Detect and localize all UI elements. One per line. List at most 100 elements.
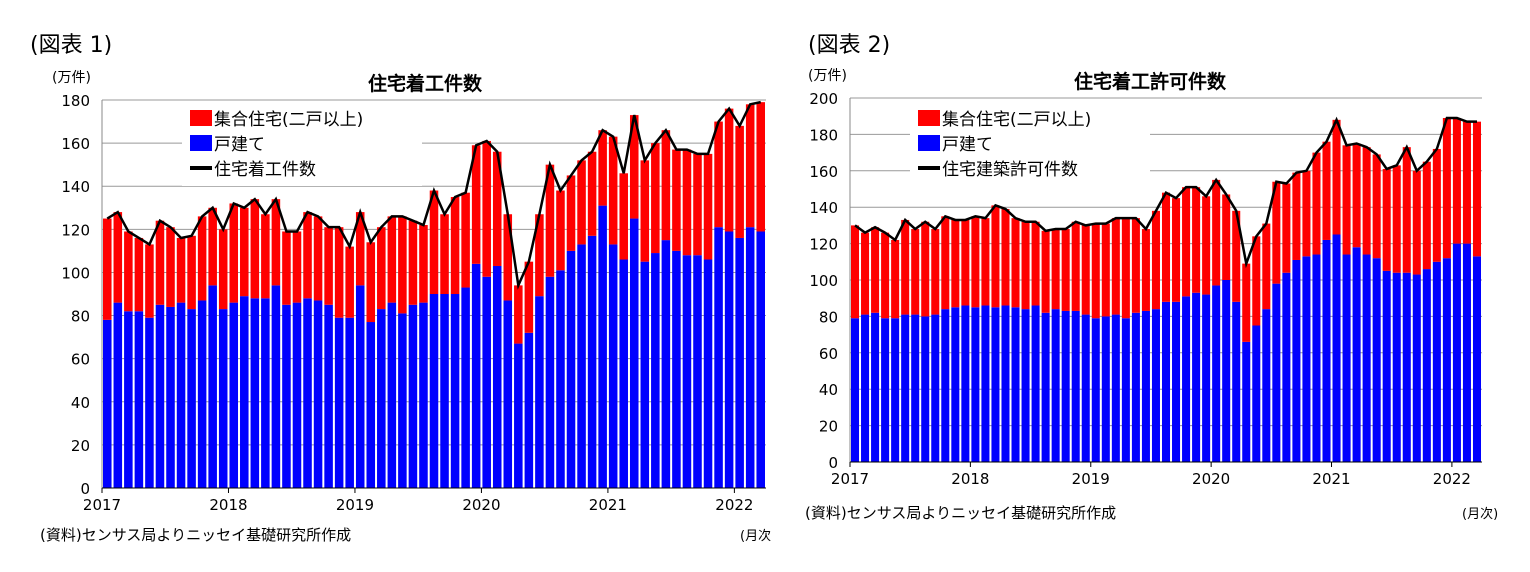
bar-single-family	[745, 227, 755, 488]
bar-single-family	[566, 250, 576, 488]
y-tick-label: 0	[828, 454, 838, 472]
bar-single-family	[303, 298, 312, 488]
bar-single-family	[1222, 280, 1231, 462]
y-tick-label: 180	[61, 92, 90, 110]
bar-multi-family	[492, 151, 502, 266]
bar-multi-family	[261, 214, 270, 299]
bar-multi-family	[303, 212, 312, 299]
bar-multi-family	[629, 115, 639, 219]
bar-multi-family	[1342, 145, 1351, 255]
y-tick-label: 0	[80, 480, 90, 498]
bar-single-family	[1101, 316, 1110, 462]
bar-single-family	[1232, 301, 1241, 462]
bar-single-family	[1182, 296, 1191, 462]
y-unit: (万件)	[808, 68, 847, 84]
bar-single-family	[1161, 301, 1171, 462]
y-tick-label: 20	[819, 418, 838, 436]
bar-single-family	[1412, 274, 1421, 462]
bar-single-family	[1442, 258, 1451, 462]
bar-single-family	[1141, 310, 1150, 462]
bar-single-family	[387, 302, 397, 488]
bar-single-family	[1001, 305, 1010, 462]
bar-multi-family	[1282, 183, 1291, 273]
bar-multi-family	[1041, 230, 1050, 313]
chart-title: 住宅着工件数	[368, 72, 483, 95]
bar-multi-family	[377, 227, 386, 310]
bar-multi-family	[113, 212, 123, 303]
bar-single-family	[703, 259, 713, 488]
bar-multi-family	[703, 153, 713, 260]
bar-single-family	[991, 307, 1000, 462]
legend-label: 戸建て	[214, 135, 265, 155]
bar-single-family	[345, 317, 354, 488]
bar-single-family	[577, 244, 586, 488]
bar-single-family	[1121, 318, 1130, 462]
bar-single-family	[1272, 283, 1281, 462]
bar-multi-family	[1101, 223, 1110, 317]
bar-multi-family	[176, 237, 186, 303]
x-tick-label: 2018	[951, 470, 989, 488]
bar-single-family	[1252, 325, 1261, 462]
bar-multi-family	[682, 149, 692, 256]
bar-single-family	[951, 307, 960, 462]
bar-single-family	[103, 319, 112, 488]
bar-multi-family	[524, 261, 534, 333]
bar-single-family	[134, 311, 144, 488]
bar-single-family	[693, 255, 702, 488]
bar-single-family	[971, 307, 980, 462]
bar-multi-family	[724, 108, 734, 232]
bar-multi-family	[1292, 172, 1301, 260]
bar-multi-family	[1202, 196, 1211, 295]
bar-single-family	[1041, 312, 1050, 462]
bar-multi-family	[313, 216, 323, 301]
bar-multi-family	[1262, 223, 1271, 310]
bar-multi-family	[901, 219, 910, 315]
bar-single-family	[197, 300, 207, 488]
y-tick-label: 40	[71, 394, 90, 412]
bar-multi-family	[1212, 179, 1221, 286]
chart-title: 住宅着工許可件数	[1074, 70, 1227, 93]
legend-bg	[182, 104, 422, 186]
y-tick-label: 60	[819, 345, 838, 363]
bar-multi-family	[545, 164, 555, 277]
bar-single-family	[292, 302, 302, 488]
bar-single-family	[1372, 258, 1381, 462]
bar-multi-family	[197, 216, 207, 301]
x-unit: (月次	[740, 528, 771, 544]
bar-multi-family	[240, 207, 249, 297]
bar-single-family	[714, 227, 723, 488]
y-tick-label: 80	[819, 308, 838, 326]
bar-multi-family	[1442, 118, 1451, 259]
bar-multi-family	[1472, 121, 1481, 257]
bar-single-family	[1031, 305, 1040, 462]
bar-multi-family	[282, 231, 291, 305]
bar-multi-family	[640, 160, 650, 262]
bar-multi-family	[398, 216, 407, 314]
bar-multi-family	[881, 232, 890, 319]
line-total	[854, 116, 1477, 269]
bar-single-family	[1081, 314, 1090, 462]
y-tick-label: 160	[61, 135, 90, 153]
legend-label: 住宅着工件数	[214, 160, 316, 180]
bar-single-family	[1322, 239, 1331, 462]
legend-label: 集合住宅(二戸以上)	[942, 110, 1091, 130]
bar-multi-family	[981, 218, 990, 306]
bar-single-family	[881, 318, 890, 462]
bar-single-family	[1342, 254, 1351, 462]
bar-multi-family	[387, 216, 397, 303]
x-tick-label: 2020	[1192, 470, 1230, 488]
bar-single-family	[366, 322, 376, 488]
bar-single-family	[492, 265, 502, 488]
bar-multi-family	[931, 229, 940, 315]
bar-single-family	[514, 343, 523, 488]
bar-multi-family	[1151, 210, 1160, 310]
bar-multi-family	[1001, 209, 1010, 306]
bar-multi-family	[1242, 263, 1251, 342]
bar-single-family	[176, 302, 186, 488]
bar-multi-family	[419, 225, 428, 303]
bar-multi-family	[208, 207, 217, 286]
bar-multi-family	[334, 227, 344, 318]
legend-swatch-single	[190, 135, 212, 151]
bar-multi-family	[911, 229, 920, 315]
